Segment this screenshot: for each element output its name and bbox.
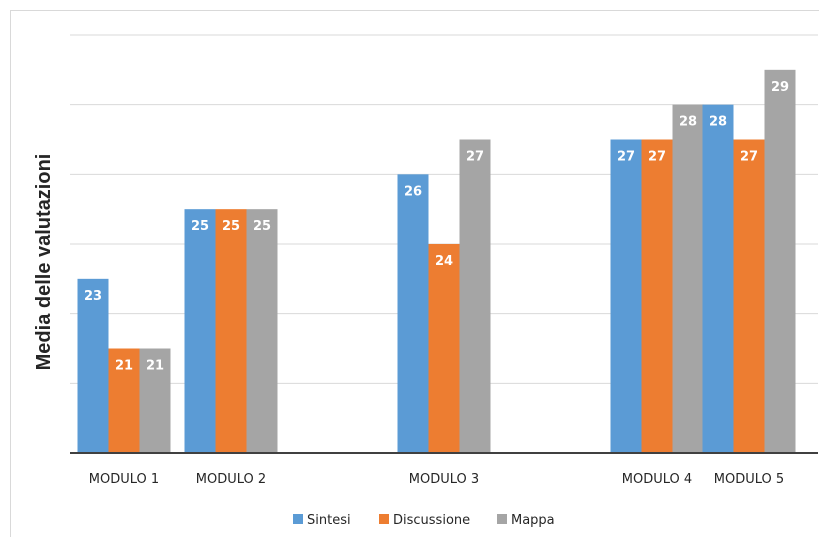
data-label-mappa-5: 29 xyxy=(771,80,789,95)
bar-discussione-1 xyxy=(108,348,140,453)
data-labels: 23 21 21 25 25 25 26 24 27 27 27 28 28 27 29 xyxy=(84,80,789,374)
x-tick-label-5: MODULO 5 xyxy=(714,472,784,487)
bar-mappa-2 xyxy=(246,209,278,453)
data-label-mappa-2: 25 xyxy=(253,219,271,234)
legend-swatch-discussione xyxy=(379,514,389,524)
legend-swatch-mappa xyxy=(497,514,507,524)
bar-discussione-5 xyxy=(733,139,765,453)
data-label-sintesi-4: 27 xyxy=(617,150,635,165)
bar-mappa-4 xyxy=(672,104,704,454)
bar-mappa-3 xyxy=(459,139,491,453)
bar-sintesi-3 xyxy=(397,174,429,454)
x-tick-label-1: MODULO 1 xyxy=(89,472,159,487)
legend: Sintesi Discussione Mappa xyxy=(293,513,555,528)
data-label-mappa-1: 21 xyxy=(146,359,164,374)
data-label-discussione-3: 24 xyxy=(435,254,453,269)
x-tick-labels: MODULO 1 MODULO 2 MODULO 3 MODULO 4 MODULO 5 xyxy=(89,472,784,487)
legend-label-sintesi: Sintesi xyxy=(307,513,351,528)
data-label-sintesi-5: 28 xyxy=(709,115,727,130)
legend-label-mappa: Mappa xyxy=(511,513,555,528)
data-label-mappa-4: 28 xyxy=(679,115,697,130)
data-label-discussione-4: 27 xyxy=(648,150,666,165)
bar-sintesi-1 xyxy=(77,278,109,453)
y-axis-title: Media delle valutazioni xyxy=(33,154,55,371)
data-label-discussione-2: 25 xyxy=(222,219,240,234)
bar-sintesi-5 xyxy=(702,104,734,454)
legend-swatch-sintesi xyxy=(293,514,303,524)
chart-frame xyxy=(10,10,819,537)
bar-mappa-5 xyxy=(764,69,796,453)
data-label-sintesi-2: 25 xyxy=(191,219,209,234)
bar-discussione-4 xyxy=(641,139,673,453)
data-label-sintesi-3: 26 xyxy=(404,184,422,199)
bar-mappa-1 xyxy=(139,348,171,453)
bar-discussione-3 xyxy=(428,244,460,453)
bar-sintesi-4 xyxy=(610,139,642,453)
x-tick-label-4: MODULO 4 xyxy=(622,472,692,487)
data-label-sintesi-1: 23 xyxy=(84,289,102,304)
bar-discussione-2 xyxy=(215,209,247,453)
bar-sintesi-2 xyxy=(184,209,216,453)
x-tick-label-2: MODULO 2 xyxy=(196,472,266,487)
data-label-discussione-1: 21 xyxy=(115,359,133,374)
legend-label-discussione: Discussione xyxy=(393,513,470,528)
x-tick-label-3: MODULO 3 xyxy=(409,472,479,487)
data-label-mappa-3: 27 xyxy=(466,150,484,165)
bars xyxy=(77,69,796,454)
data-label-discussione-5: 27 xyxy=(740,150,758,165)
